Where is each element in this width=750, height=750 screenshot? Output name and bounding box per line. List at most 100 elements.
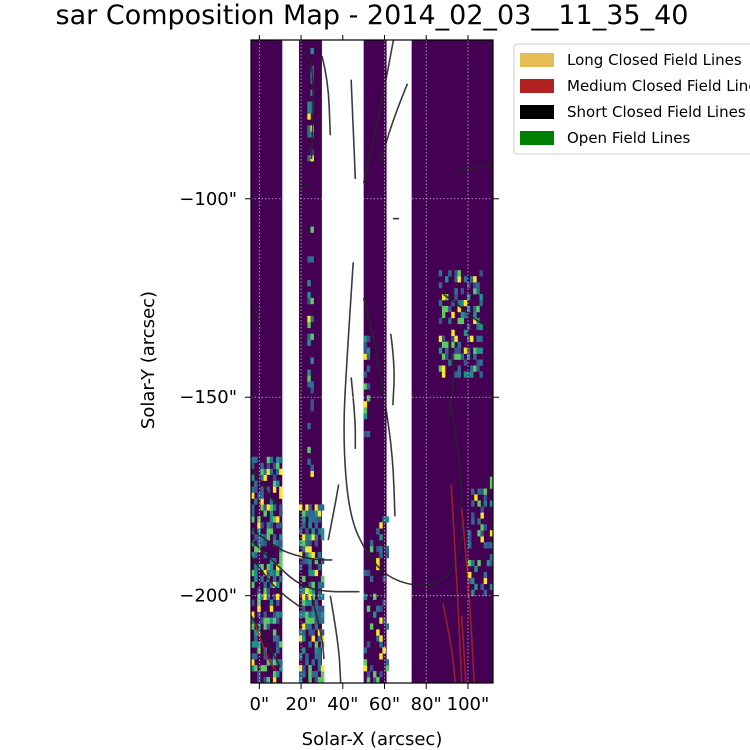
heat-pixel xyxy=(308,617,312,624)
heat-pixel xyxy=(441,305,446,313)
heat-pixel xyxy=(310,89,314,96)
heat-pixel xyxy=(379,546,383,553)
heat-pixel xyxy=(480,524,484,531)
heat-pixel xyxy=(382,599,386,606)
legend: Long Closed Field Lines Medium Closed Fie… xyxy=(513,43,750,155)
heat-pixel xyxy=(451,341,455,348)
heat-pixel xyxy=(457,341,461,348)
heat-pixel xyxy=(445,305,449,313)
heat-pixel xyxy=(320,504,325,511)
heat-pixel xyxy=(272,575,277,583)
heat-pixel xyxy=(310,405,314,412)
heat-pixel xyxy=(276,522,280,529)
heat-pixel xyxy=(320,617,325,624)
heat-pixel xyxy=(308,593,312,600)
heat-pixel xyxy=(263,474,267,481)
heat-pixel xyxy=(257,540,261,547)
heat-pixel xyxy=(305,593,309,600)
heat-pixel xyxy=(276,599,280,606)
heat-pixel xyxy=(269,504,274,511)
heat-pixel xyxy=(308,510,312,517)
heat-pixel xyxy=(457,371,461,378)
heat-pixel xyxy=(272,581,277,589)
heat-pixel xyxy=(457,305,461,313)
legend-box xyxy=(513,43,750,155)
heat-pixel xyxy=(314,653,319,660)
heat-pixel xyxy=(276,593,280,600)
heat-pixel xyxy=(317,528,322,535)
heat-pixel xyxy=(471,589,475,596)
heat-pixel xyxy=(279,504,283,511)
heat-pixel xyxy=(305,534,309,541)
heat-pixel xyxy=(489,530,493,537)
short-field-line-15 xyxy=(442,293,493,331)
heat-pixel xyxy=(483,589,488,596)
heat-pixel xyxy=(263,581,267,589)
heat-pixel xyxy=(308,557,312,565)
heat-pixel xyxy=(251,552,255,559)
short-field-line-18 xyxy=(251,539,360,593)
heat-pixel xyxy=(310,47,314,55)
heat-pixel xyxy=(373,593,377,600)
heat-pixel xyxy=(467,536,472,543)
heat-pixel xyxy=(251,599,255,606)
heat-pixel xyxy=(489,542,493,549)
heat-pixel xyxy=(366,335,371,342)
heat-pixel xyxy=(308,671,312,678)
heat-pixel xyxy=(311,671,315,678)
heat-pixel xyxy=(305,623,309,630)
heat-pixel xyxy=(489,583,493,591)
heat-pixel xyxy=(476,323,480,331)
heat-pixel xyxy=(363,647,368,654)
heat-pixel xyxy=(302,546,306,553)
heat-pixel xyxy=(473,365,477,372)
heat-pixel xyxy=(454,294,458,301)
heat-pixel xyxy=(379,522,383,529)
heat-pixel xyxy=(257,605,261,612)
heat-pixel xyxy=(366,430,371,438)
heat-pixel xyxy=(305,540,309,547)
heat-pixel xyxy=(317,581,322,589)
heat-pixel xyxy=(385,552,389,559)
heat-pixel xyxy=(272,593,277,600)
heat-pixel xyxy=(363,335,368,342)
heat-pixel xyxy=(373,611,377,618)
heat-pixel xyxy=(385,623,389,630)
heat-pixel xyxy=(445,341,449,348)
heat-pixel xyxy=(376,557,380,565)
heat-pixel xyxy=(489,559,493,567)
short-field-line-9 xyxy=(254,305,263,330)
heat-pixel xyxy=(470,365,474,372)
heat-pixel xyxy=(363,665,368,672)
heat-pixel xyxy=(385,546,389,553)
heat-pixel xyxy=(320,575,325,583)
heat-pixel xyxy=(363,371,368,378)
heat-pixel xyxy=(480,506,484,513)
heat-pixel xyxy=(366,641,371,648)
heat-pixel xyxy=(251,617,255,624)
heat-pixel xyxy=(251,474,255,481)
heat-pixel xyxy=(320,629,325,636)
heat-pixel xyxy=(279,468,283,475)
heat-pixel xyxy=(269,659,274,666)
heat-pixel xyxy=(279,540,283,547)
heat-pixel xyxy=(302,510,306,517)
short-field-line-8 xyxy=(459,166,493,172)
heat-pixel xyxy=(473,305,477,313)
heat-pixel xyxy=(308,546,312,553)
heat-pixel xyxy=(379,641,383,648)
heat-pixel xyxy=(441,365,446,372)
heat-pixel xyxy=(272,569,277,577)
heat-pixel xyxy=(276,617,280,624)
heat-pixel xyxy=(307,446,311,454)
heat-pixel xyxy=(317,504,322,511)
heat-pixel xyxy=(466,323,471,331)
heat-pixel xyxy=(257,641,261,648)
heat-pixel xyxy=(269,605,274,612)
heat-pixel xyxy=(307,321,311,329)
heat-pixel xyxy=(272,540,277,547)
heat-pixel xyxy=(320,635,325,642)
legend-swatch xyxy=(520,79,554,93)
heat-pixel xyxy=(376,528,380,535)
heat-pixel xyxy=(276,540,280,547)
